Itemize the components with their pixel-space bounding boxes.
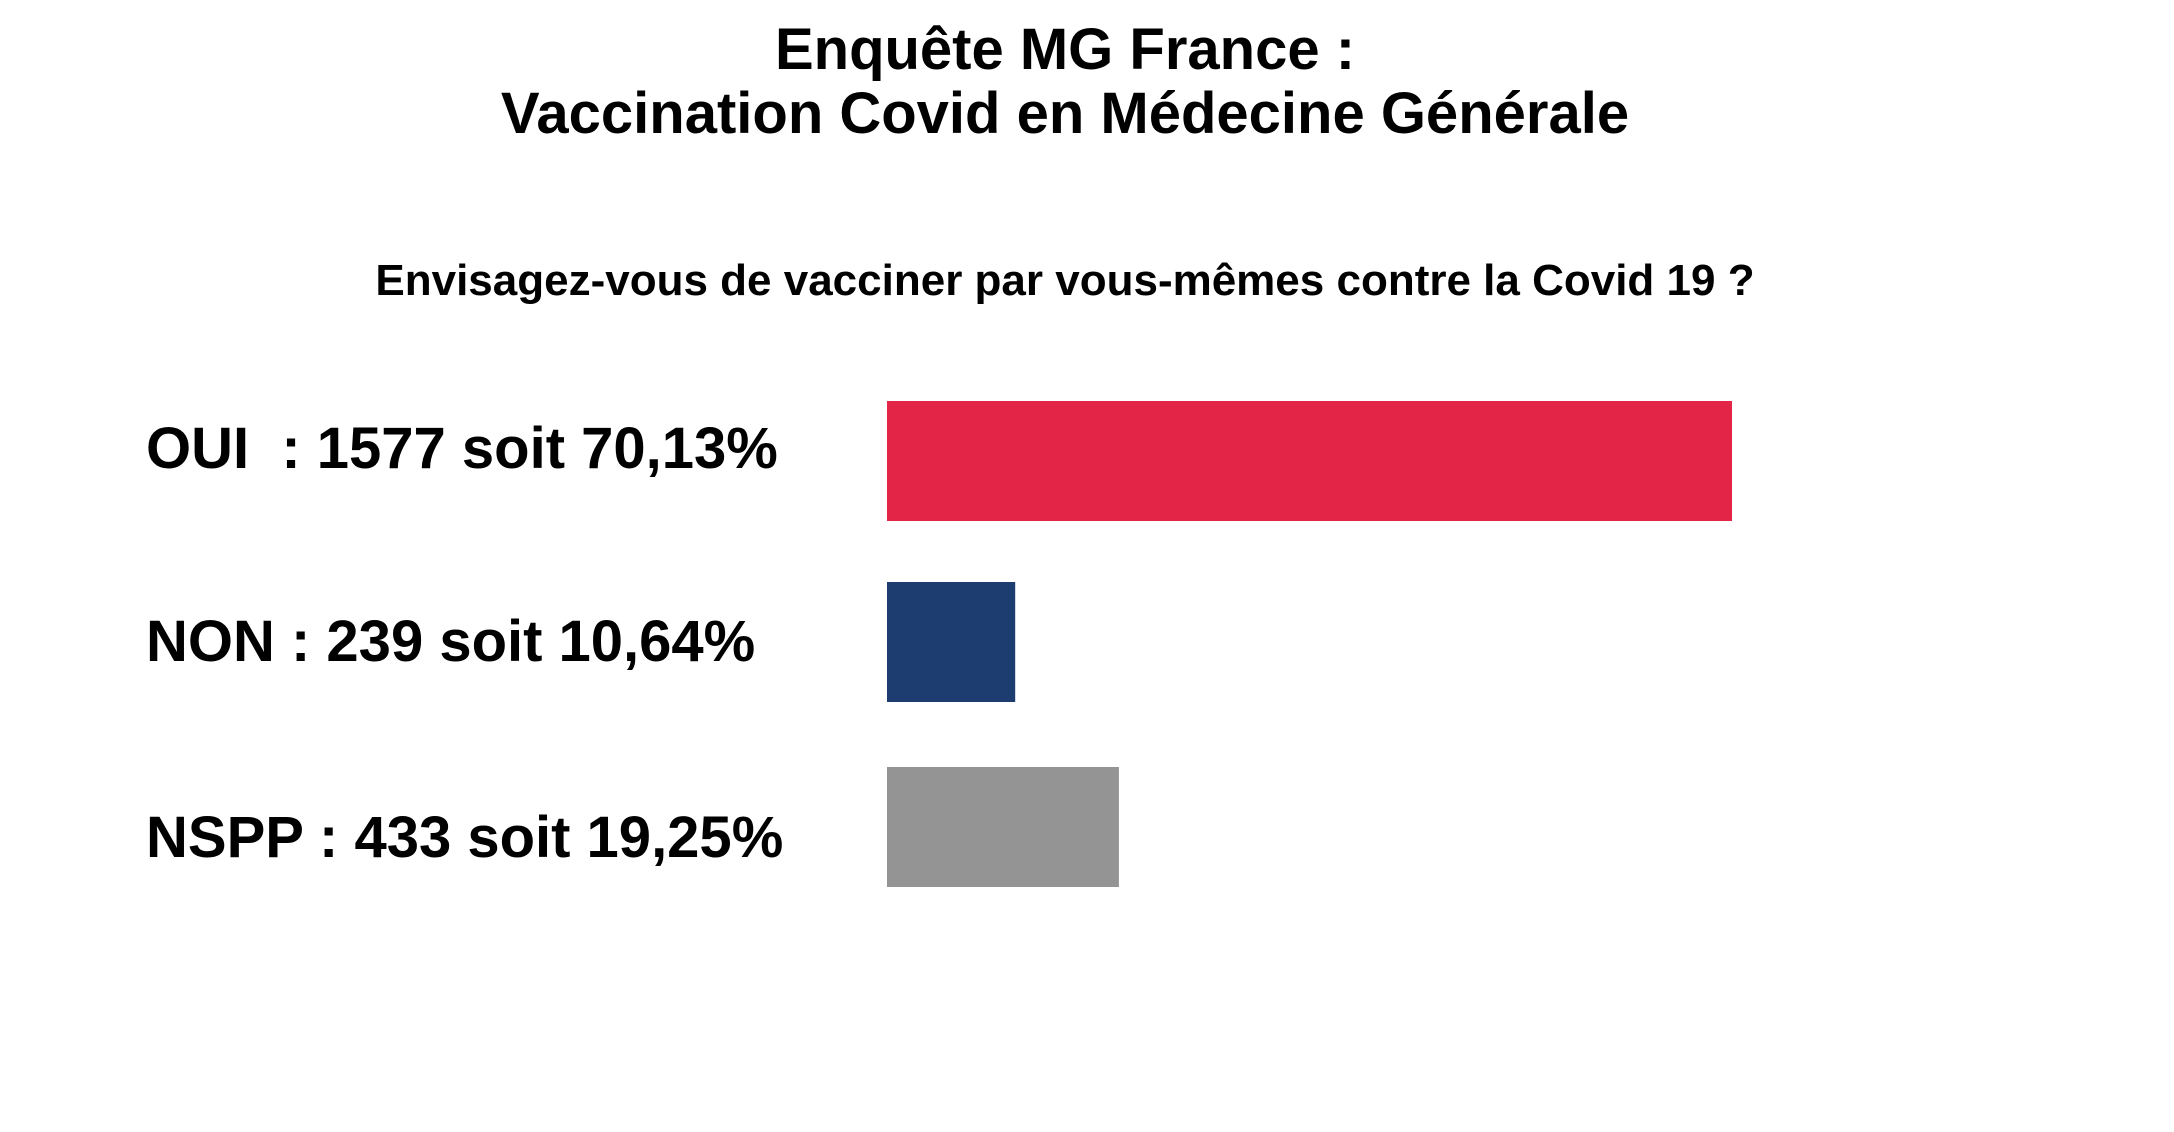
chart-subtitle: Vaccination Covid en Médecine Générale (500, 81, 1630, 146)
bar-oui (887, 401, 1732, 521)
chart-title: Enquête MG France : (774, 17, 1356, 82)
bar-non (887, 582, 1016, 702)
survey-question: Envisagez-vous de vacciner par vous-même… (375, 256, 1755, 305)
bar-label-non: NON : 239 soit 10,64% (146, 609, 755, 674)
bar-label-oui: OUI : 1577 soit 70,13% (146, 416, 778, 481)
bar-label-nspp: NSPP : 433 soit 19,25% (146, 805, 783, 870)
bar-labels: OUI : 1577 soit 70,13% NON : 239 soit 10,… (146, 416, 783, 870)
bars (887, 401, 1732, 887)
bar-nspp (887, 767, 1119, 887)
